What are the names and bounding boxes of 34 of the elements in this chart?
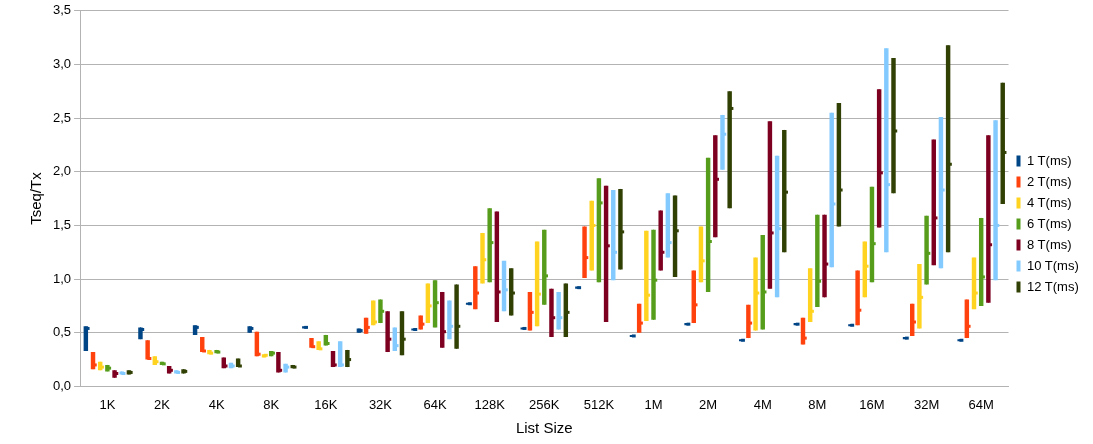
x-axis-title: List Size <box>515 419 573 437</box>
x-tick-label: 256K <box>529 396 560 412</box>
y-tick-label: 2,5 <box>52 109 72 125</box>
legend-label: 2 T(ms) <box>1027 173 1072 189</box>
legend-label: 8 T(ms) <box>1027 236 1072 252</box>
y-tick-label: 0,5 <box>52 324 72 340</box>
x-tick-label: 1M <box>644 396 663 412</box>
x-tick-label: 16M <box>859 396 885 412</box>
x-tick-label: 64M <box>968 396 994 412</box>
x-tick-label: 512K <box>583 396 615 412</box>
x-tick-label: 128K <box>474 396 506 412</box>
x-tick-label: 2M <box>699 396 718 412</box>
x-tick-label: 1K <box>99 396 116 412</box>
y-tick-label: 3,0 <box>52 56 72 72</box>
x-tick-label: 4K <box>208 396 225 412</box>
x-tick-label: 2K <box>154 396 171 412</box>
x-tick-label: 4M <box>753 396 772 412</box>
legend-label: 12 T(ms) <box>1027 278 1079 294</box>
x-tick-label: 32M <box>913 396 940 412</box>
y-axis-title: Tseq/Tx <box>27 171 45 225</box>
x-tick-label: 16K <box>314 396 338 412</box>
x-tick-label: 8K <box>263 396 280 412</box>
y-tick-label: 0,0 <box>52 377 72 393</box>
legend-label: 10 T(ms) <box>1027 257 1079 273</box>
x-tick-label: 32K <box>368 396 393 412</box>
legend-label: 6 T(ms) <box>1027 215 1072 231</box>
y-tick-label: 1,0 <box>52 270 72 286</box>
y-tick-label: 1,5 <box>52 217 72 233</box>
x-tick-label: 8M <box>808 396 827 412</box>
x-tick-label: 64K <box>423 396 447 412</box>
legend-label: 1 T(ms) <box>1027 152 1072 168</box>
legend-label: 4 T(ms) <box>1027 194 1072 210</box>
y-tick-label: 2,0 <box>52 163 72 179</box>
y-tick-label: 3,5 <box>52 2 72 18</box>
